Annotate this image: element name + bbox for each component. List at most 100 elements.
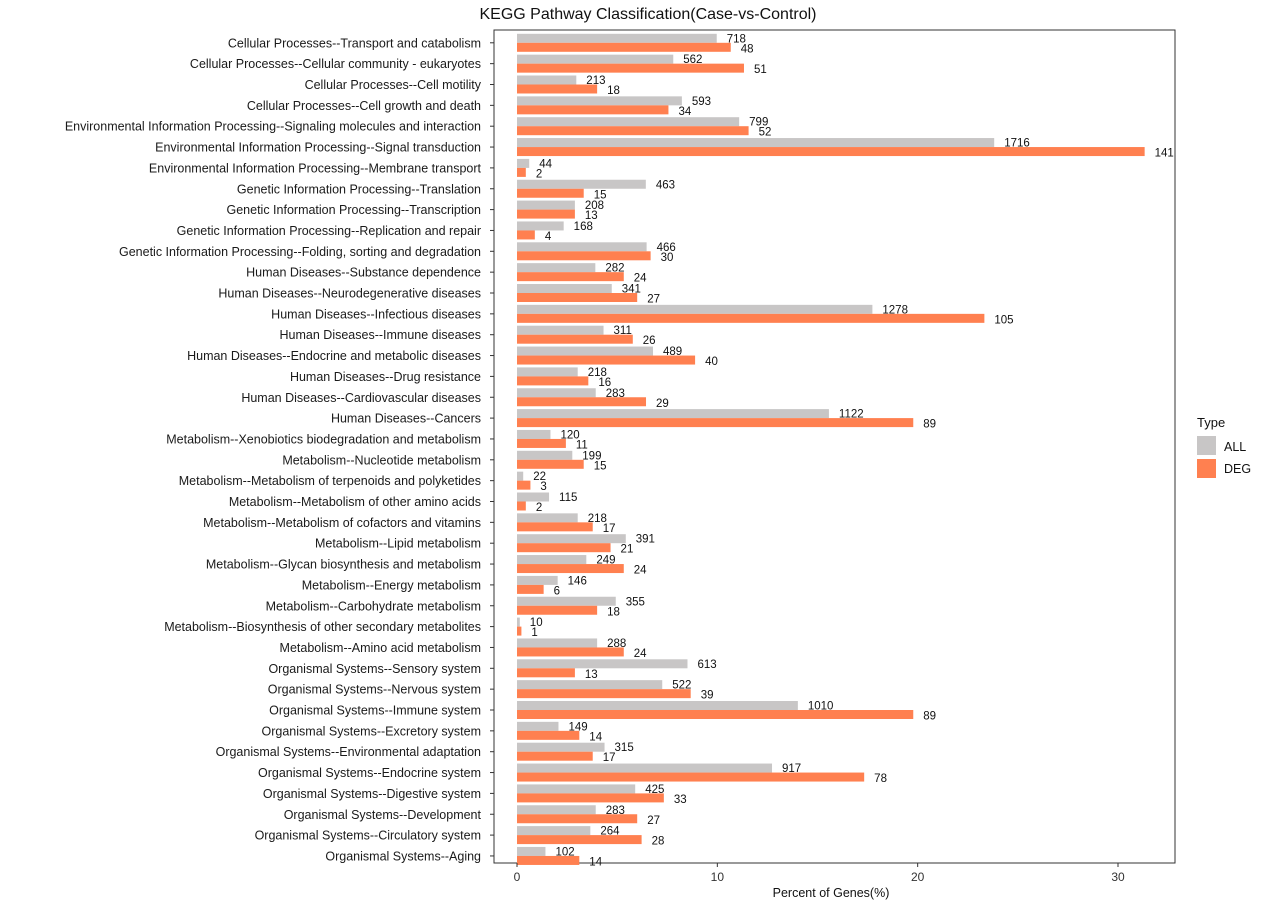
bar-all (517, 179, 646, 189)
value-label-all: 249 (596, 555, 615, 567)
value-label-all: 199 (582, 450, 601, 462)
bar-all (517, 846, 546, 856)
bar-all (517, 742, 605, 752)
value-label-all: 218 (588, 367, 607, 379)
value-label-all: 10 (530, 617, 543, 629)
value-label-all: 613 (697, 659, 716, 671)
value-label-all: 115 (559, 492, 577, 504)
value-label-deg: 78 (874, 773, 887, 785)
category-label: Environmental Information Processing--Si… (65, 120, 481, 134)
value-label-deg: 48 (741, 43, 754, 55)
legend-swatch-all (1197, 436, 1216, 455)
value-label-deg: 17 (603, 523, 616, 535)
category-label: Genetic Information Processing--Folding,… (119, 245, 481, 259)
bar-deg (517, 751, 593, 761)
category-label: Genetic Information Processing--Translat… (237, 182, 481, 196)
bar-deg (517, 209, 575, 219)
bar-all (517, 54, 674, 64)
bar-all (517, 721, 559, 731)
bar-deg (517, 480, 531, 490)
value-label-deg: 89 (923, 419, 936, 431)
value-label-deg: 4 (545, 231, 552, 243)
category-label: Organismal Systems--Circulatory system (255, 829, 481, 843)
value-label-deg: 40 (705, 356, 718, 368)
value-label-all: 149 (568, 721, 587, 733)
value-label-all: 282 (605, 263, 624, 275)
bar-all (517, 492, 550, 502)
bar-deg (517, 855, 580, 865)
bar-deg (517, 42, 731, 52)
value-label-deg: 16 (598, 377, 611, 389)
bar-deg (517, 397, 647, 407)
bar-all (517, 117, 740, 127)
bar-deg (517, 689, 691, 699)
category-label: Organismal Systems--Environmental adapta… (216, 745, 481, 759)
bar-deg (517, 668, 575, 678)
bar-deg (517, 564, 624, 574)
category-label: Environmental Information Processing--Si… (155, 141, 481, 155)
bar-all (517, 701, 798, 710)
category-label: Metabolism--Nucleotide metabolism (282, 453, 481, 467)
bar-deg (517, 501, 526, 511)
bar-deg (517, 438, 566, 448)
legend-title: Type (1197, 415, 1225, 430)
category-label: Organismal Systems--Excretory system (262, 724, 481, 738)
value-label-all: 425 (645, 784, 664, 796)
bar-all (517, 409, 829, 419)
value-label-all: 466 (657, 242, 676, 254)
value-label-deg: 15 (594, 460, 607, 472)
bar-all (517, 304, 873, 314)
category-label: Human Diseases--Substance dependence (246, 266, 481, 280)
bar-all (517, 450, 573, 460)
bar-all (517, 513, 578, 523)
value-label-deg: 33 (674, 794, 687, 806)
value-label-all: 1010 (808, 701, 834, 713)
bar-deg (517, 167, 526, 177)
value-label-deg: 24 (634, 648, 647, 660)
category-label: Genetic Information Processing--Replicat… (177, 224, 481, 238)
value-label-all: 1716 (1004, 138, 1030, 150)
bar-deg (517, 835, 642, 845)
value-label-all: 799 (749, 117, 768, 129)
x-tick-label: 10 (711, 870, 725, 884)
value-label-all: 718 (727, 33, 746, 45)
category-label: Metabolism--Amino acid metabolism (280, 641, 481, 655)
value-label-deg: 14 (589, 856, 602, 868)
value-label-all: 218 (588, 513, 607, 525)
value-label-deg: 28 (652, 836, 665, 848)
bar-deg (517, 251, 651, 261)
value-label-all: 208 (585, 200, 604, 212)
value-label-all: 593 (692, 96, 711, 108)
x-tick-label: 30 (1111, 870, 1125, 884)
category-label: Human Diseases--Immune diseases (280, 328, 481, 342)
value-label-deg: 51 (754, 64, 767, 76)
bar-deg (517, 272, 624, 282)
value-label-deg: 14 (589, 731, 602, 743)
bar-deg (517, 84, 598, 94)
value-label-deg: 39 (701, 690, 714, 702)
bar-all (517, 33, 717, 43)
bar-deg (517, 230, 535, 240)
category-label: Metabolism--Glycan biosynthesis and meta… (206, 558, 481, 572)
value-label-all: 22 (533, 471, 546, 483)
bar-deg (517, 730, 580, 740)
plot-panel (493, 29, 1176, 864)
bar-all (517, 75, 577, 85)
bar-all (517, 429, 551, 439)
value-label-deg: 2 (536, 502, 542, 514)
category-label: Cellular Processes--Transport and catabo… (228, 36, 481, 50)
category-label: Cellular Processes--Cellular community -… (190, 57, 481, 71)
x-axis: 0 10 20 30 (514, 863, 1125, 884)
category-label: Metabolism--Lipid metabolism (315, 537, 481, 551)
bar-all (517, 388, 596, 398)
bar-all (517, 96, 682, 106)
value-label-deg: 1 (531, 627, 537, 639)
bar-all (517, 575, 558, 585)
category-label: Organismal Systems--Digestive system (263, 787, 481, 801)
bar-all (517, 555, 587, 565)
category-label: Human Diseases--Endocrine and metabolic … (187, 349, 481, 363)
bar-all (517, 138, 995, 148)
bar-all (517, 200, 575, 210)
bar-deg (517, 605, 598, 615)
value-label-deg: 105 (994, 314, 1013, 326)
